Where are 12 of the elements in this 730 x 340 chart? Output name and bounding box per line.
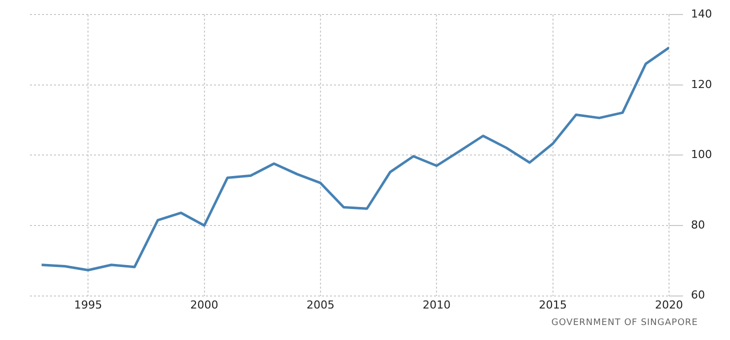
x-tick-label: 1995 <box>74 298 102 312</box>
text: GOVERNMENT OF SINGAPORE <box>551 318 698 328</box>
y-tick-label: 140 <box>691 7 712 20</box>
x-tick-label: 2010 <box>422 298 451 312</box>
x-tick-label: 2000 <box>190 298 218 312</box>
y-tick-label: 80 <box>691 218 706 232</box>
y-tick-label: 100 <box>691 148 712 162</box>
y-tick-label: 120 <box>691 78 712 91</box>
x-tick-label: 2020 <box>655 298 684 312</box>
x-tick-label: 2015 <box>538 298 567 312</box>
y-tick-label: 60 <box>691 288 706 302</box>
x-tick-label: 2005 <box>306 298 334 312</box>
